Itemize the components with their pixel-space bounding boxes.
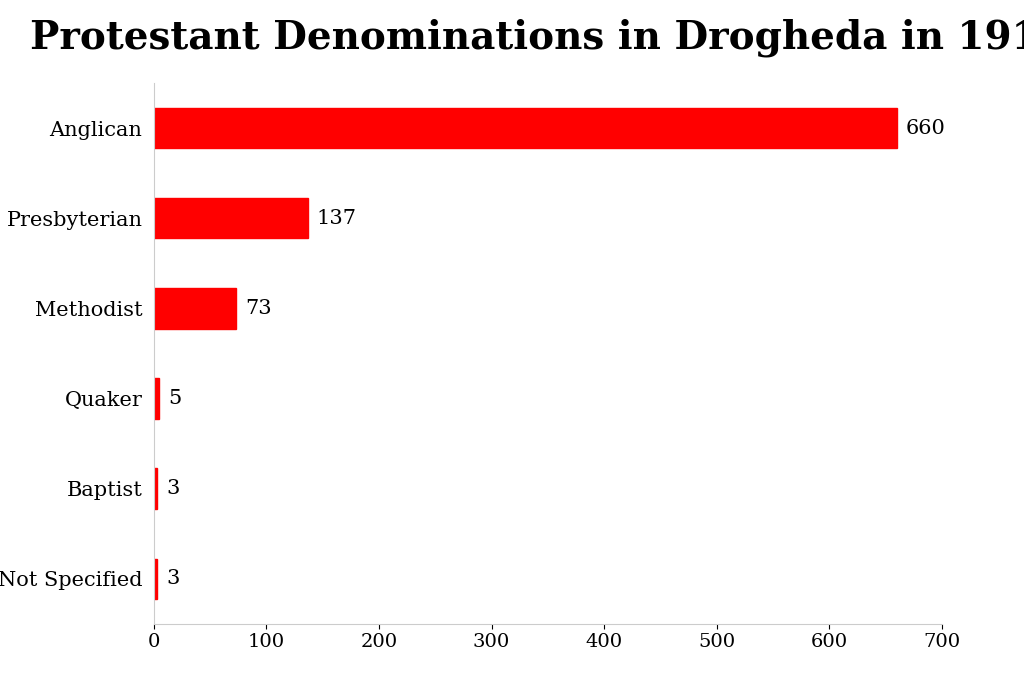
Text: 137: 137 xyxy=(317,209,357,228)
Text: 3: 3 xyxy=(166,570,179,588)
Text: 660: 660 xyxy=(906,119,946,137)
Bar xyxy=(154,288,236,328)
Bar xyxy=(154,559,157,599)
Bar xyxy=(154,378,160,419)
Bar xyxy=(154,198,308,238)
Title: Protestant Denominations in Drogheda in 1911: Protestant Denominations in Drogheda in … xyxy=(30,19,1024,57)
Bar xyxy=(154,107,897,148)
Text: 5: 5 xyxy=(168,389,181,408)
Text: 73: 73 xyxy=(245,299,271,318)
Bar xyxy=(154,468,157,509)
Text: 3: 3 xyxy=(166,479,179,498)
